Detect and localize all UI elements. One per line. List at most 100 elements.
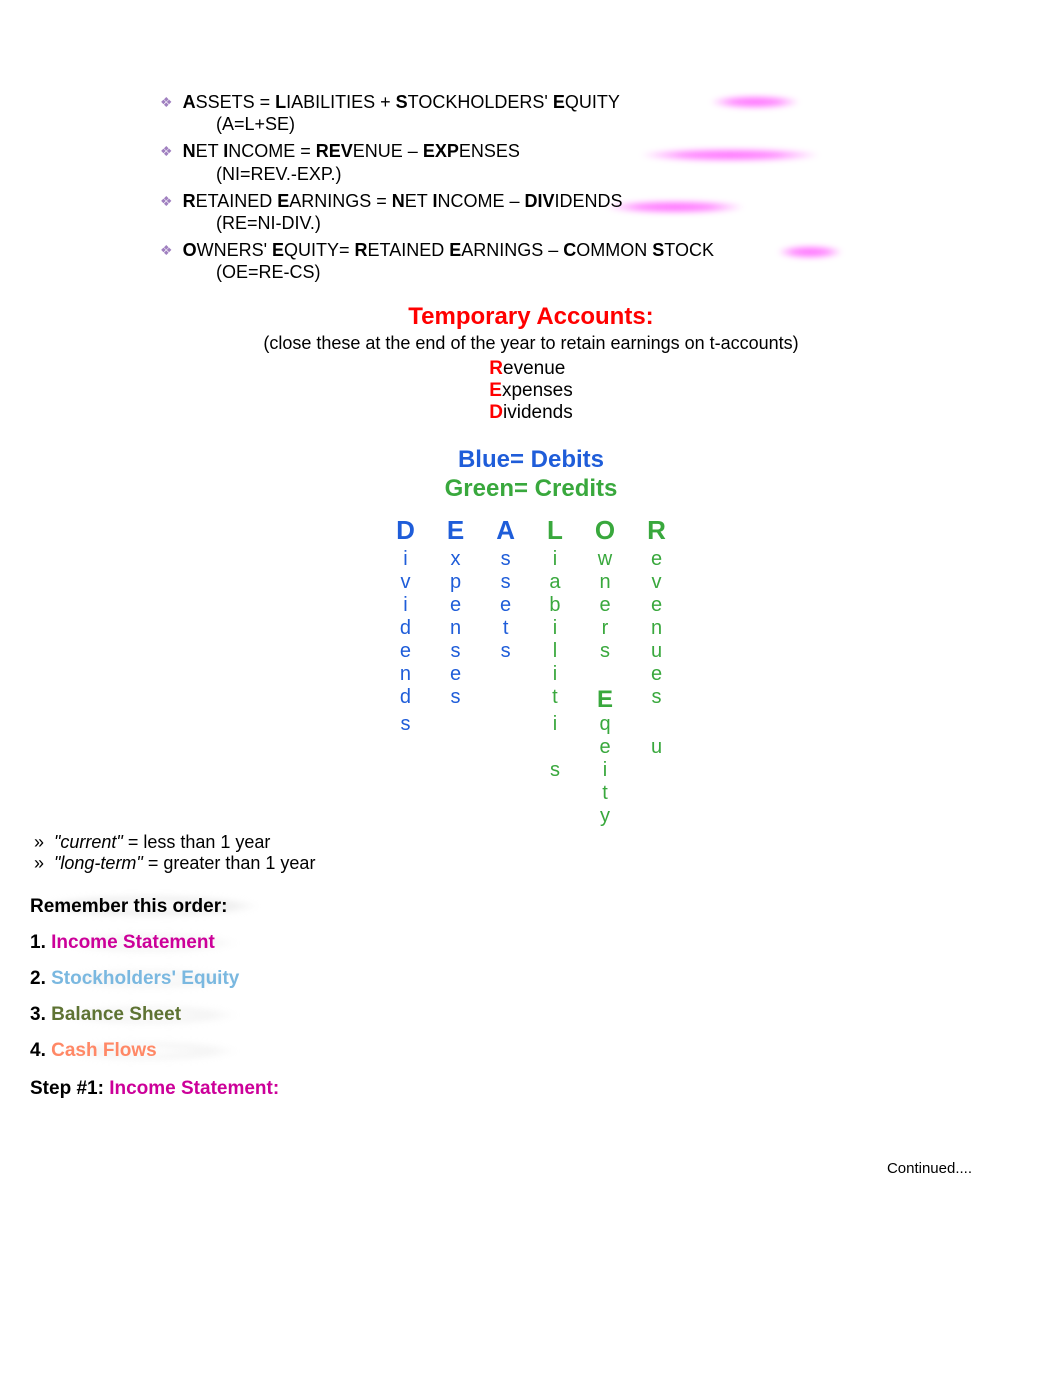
dealer-head-cell: A xyxy=(480,516,531,548)
dealer-cell: v xyxy=(631,571,682,594)
dealer-cell xyxy=(631,805,682,828)
dealer-cell: t xyxy=(531,686,579,714)
dealer-cell: e xyxy=(431,663,480,686)
note-longterm: »"long-term" = greater than 1 year xyxy=(34,853,1032,874)
dealer-cell xyxy=(480,713,531,736)
dealer-head-cell: R xyxy=(631,516,682,548)
dealer-cell: w xyxy=(579,548,631,571)
equation-text: RETAINED EARNINGS = NET INCOME – DIVIDEN… xyxy=(183,189,623,213)
equation-row: ❖OWNERS' EQUITY= RETAINED EARNINGS – COM… xyxy=(160,238,1032,262)
legend-blue: Blue= Debits xyxy=(30,446,1032,475)
dealer-cell: s xyxy=(480,640,531,663)
equation-short: (A=L+SE) xyxy=(216,114,1032,135)
dealer-cell: e xyxy=(480,594,531,617)
equations-block: ❖ ASSETS = LIABILITIES + STOCKHOLDERS' EQ… xyxy=(160,90,1032,283)
dealer-cell: d xyxy=(380,617,431,640)
dealer-cell: d xyxy=(380,686,431,714)
dealer-cell: i xyxy=(380,548,431,571)
dealer-cell xyxy=(380,782,431,805)
dealer-cell xyxy=(380,805,431,828)
dealer-cell: i xyxy=(531,617,579,640)
note-current: »"current" = less than 1 year xyxy=(34,832,1032,853)
dealer-cell: b xyxy=(531,594,579,617)
dealer-head-cell: E xyxy=(431,516,480,548)
dealer-cell: t xyxy=(579,782,631,805)
dealer-cell: u xyxy=(631,736,682,759)
dealer-cell: i xyxy=(531,713,579,736)
dealer-cell xyxy=(431,713,480,736)
dealer-head-cell: D xyxy=(380,516,431,548)
remember-heading: Remember this order: xyxy=(30,896,1032,918)
equation-row: ❖ NET INCOME = REVENUE – EXPENSES xyxy=(160,139,1032,163)
equation-text: ASSETS = LIABILITIES + STOCKHOLDERS' EQU… xyxy=(183,90,620,114)
dealer-cell: n xyxy=(431,617,480,640)
dealer-cell: p xyxy=(431,571,480,594)
highlight-mark xyxy=(700,92,810,112)
dealer-cell xyxy=(431,736,480,759)
dealer-cell: e xyxy=(631,663,682,686)
dealer-cell xyxy=(380,759,431,782)
order-list: 1. Income Statement2. Stockholders' Equi… xyxy=(30,932,1032,1062)
dealer-table: DEALORixsiwevpsanvieebeedntirnesslsuneie… xyxy=(380,516,682,828)
dealer-cell xyxy=(531,782,579,805)
dealer-cell xyxy=(480,663,531,686)
order-item: 1. Income Statement xyxy=(30,932,1032,954)
dealer-cell: E xyxy=(579,686,631,714)
equation-short: (RE=NI-DIV.) xyxy=(216,213,1032,234)
dealer-cell xyxy=(579,663,631,686)
dealer-cell: t xyxy=(480,617,531,640)
dealer-cell: s xyxy=(431,686,480,714)
dealer-cell: n xyxy=(631,617,682,640)
dealer-cell: e xyxy=(631,594,682,617)
dealer-cell: i xyxy=(531,663,579,686)
equation-row: ❖ ASSETS = LIABILITIES + STOCKHOLDERS' EQ… xyxy=(160,90,1032,114)
dealer-cell: e xyxy=(431,594,480,617)
diamond-bullet-icon: ❖ xyxy=(160,193,173,210)
dealer-cell: q xyxy=(579,713,631,736)
order-item: 4. Cash Flows xyxy=(30,1040,1032,1062)
dealer-cell xyxy=(631,713,682,736)
step-heading: Step #1: Income Statement: xyxy=(30,1078,1032,1100)
continued-label: Continued.... xyxy=(30,1160,1032,1177)
dealer-cell: s xyxy=(480,571,531,594)
order-item: 3. Balance Sheet xyxy=(30,1004,1032,1026)
dealer-cell xyxy=(380,736,431,759)
dealer-cell xyxy=(531,805,579,828)
dealer-cell: i xyxy=(380,594,431,617)
dealer-cell xyxy=(480,759,531,782)
dealer-cell: s xyxy=(579,640,631,663)
dealer-cell: i xyxy=(531,548,579,571)
dealer-cell: n xyxy=(380,663,431,686)
dealer-cell: e xyxy=(380,640,431,663)
legend-green: Green= Credits xyxy=(30,475,1032,504)
temp-accounts-subtitle: (close these at the end of the year to r… xyxy=(30,333,1032,354)
dealer-cell xyxy=(431,805,480,828)
dealer-cell: y xyxy=(579,805,631,828)
dealer-cell: l xyxy=(531,640,579,663)
diamond-bullet-icon: ❖ xyxy=(160,242,173,259)
dealer-cell xyxy=(480,686,531,714)
dealer-cell: s xyxy=(531,759,579,782)
debit-credit-legend: Blue= Debits Green= Credits xyxy=(30,446,1032,504)
dealer-head-cell: L xyxy=(531,516,579,548)
equation-short: (OE=RE-CS) xyxy=(216,262,1032,283)
dealer-cell xyxy=(431,782,480,805)
dealer-cell: e xyxy=(631,548,682,571)
equation-row: ❖ RETAINED EARNINGS = NET INCOME – DIVIDE… xyxy=(160,189,1032,213)
term-notes: »"current" = less than 1 year »"long-ter… xyxy=(34,832,1032,874)
dealer-cell: e xyxy=(579,736,631,759)
dealer-cell xyxy=(480,782,531,805)
temp-account-item: Dividends xyxy=(489,402,572,424)
temp-accounts-title: Temporary Accounts: xyxy=(30,303,1032,331)
equation-text: NET INCOME = REVENUE – EXPENSES xyxy=(183,139,520,163)
temp-accounts-list: RevenueExpensesDividends xyxy=(489,358,572,424)
dealer-cell: s xyxy=(631,686,682,714)
dealer-cell: v xyxy=(380,571,431,594)
diamond-bullet-icon: ❖ xyxy=(160,94,173,111)
dealer-cell: r xyxy=(579,617,631,640)
diamond-bullet-icon: ❖ xyxy=(160,143,173,160)
equation-short: (NI=REV.-EXP.) xyxy=(216,164,1032,185)
dealer-cell: n xyxy=(579,571,631,594)
dealer-cell: s xyxy=(431,640,480,663)
dealer-cell: e xyxy=(579,594,631,617)
